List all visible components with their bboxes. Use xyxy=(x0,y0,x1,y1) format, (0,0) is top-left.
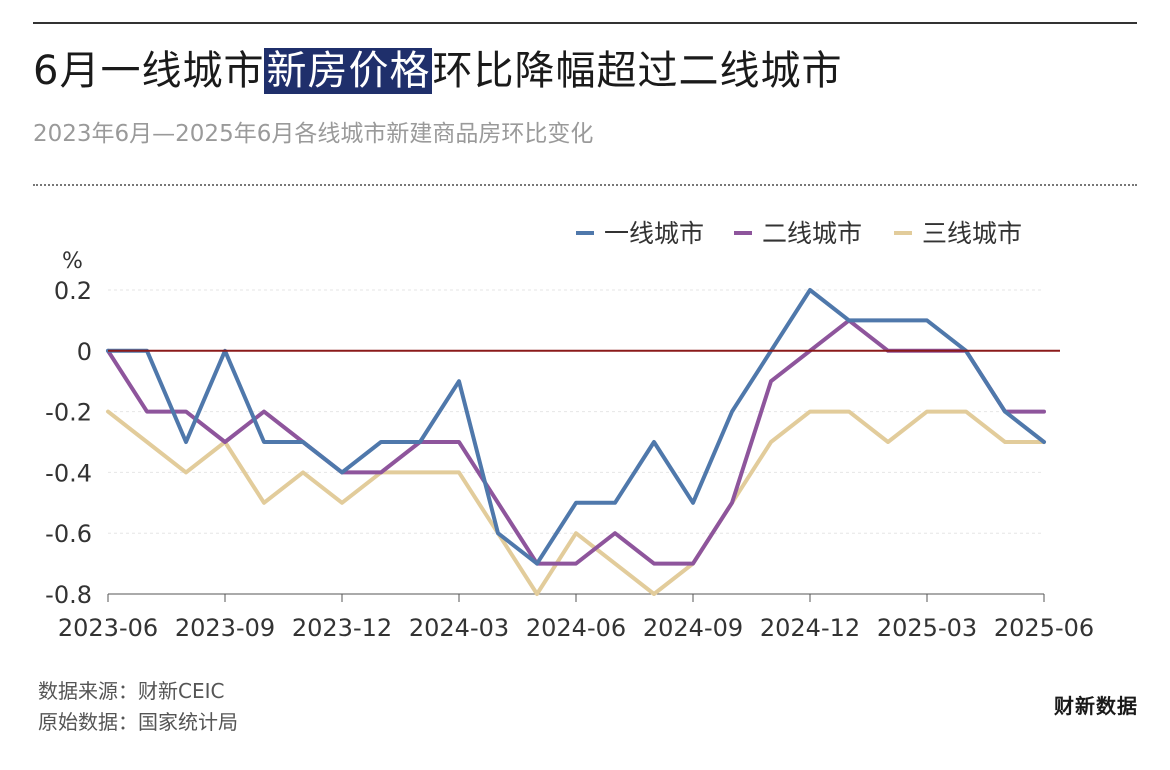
brand-logo: 财新数据 xyxy=(1054,694,1138,718)
series-line-2 xyxy=(106,318,1046,566)
y-tick-label: -0.2 xyxy=(45,399,92,427)
top-rule xyxy=(33,22,1137,24)
original-source: 原始数据：国家统计局 xyxy=(38,710,238,734)
x-tick-label: 2024-12 xyxy=(760,614,860,642)
title-highlight: 新房价格 xyxy=(264,48,433,94)
data-source: 数据来源：财新CEIC xyxy=(38,679,225,703)
y-tick-label: 0 xyxy=(77,338,92,366)
series-line-3 xyxy=(106,409,1046,596)
y-tick-label: 0.2 xyxy=(54,277,92,305)
title-suffix: 环比降幅超过二线城市 xyxy=(432,48,843,94)
x-tick-label: 2023-12 xyxy=(292,614,392,642)
dotted-divider xyxy=(33,184,1137,186)
y-tick-label: -0.4 xyxy=(45,459,92,487)
legend-label: 一线城市 xyxy=(604,219,704,248)
legend-label: 三线城市 xyxy=(922,219,1022,248)
y-tick-label: -0.6 xyxy=(45,520,92,548)
x-tick-label: 2025-03 xyxy=(877,614,977,642)
x-tick-label: 2023-09 xyxy=(175,614,275,642)
x-tick-label: 2023-06 xyxy=(58,614,158,642)
y-tick-label: -0.8 xyxy=(45,581,92,609)
chart-subtitle: 2023年6月—2025年6月各线城市新建商品房环比变化 xyxy=(33,121,594,147)
series-line-1 xyxy=(106,288,1046,566)
source-block: 数据来源：财新CEIC 原始数据：国家统计局 xyxy=(38,676,238,738)
chart-title: 6月一线城市新房价格环比降幅超过二线城市 xyxy=(33,38,842,96)
legend-label: 二线城市 xyxy=(762,219,862,248)
x-tick-label: 2024-09 xyxy=(643,614,743,642)
y-axis-unit: % xyxy=(62,249,83,274)
title-prefix: 6月一线城市 xyxy=(33,48,265,94)
x-tick-label: 2025-06 xyxy=(994,614,1094,642)
x-tick-label: 2024-06 xyxy=(526,614,626,642)
x-tick-label: 2024-03 xyxy=(409,614,509,642)
